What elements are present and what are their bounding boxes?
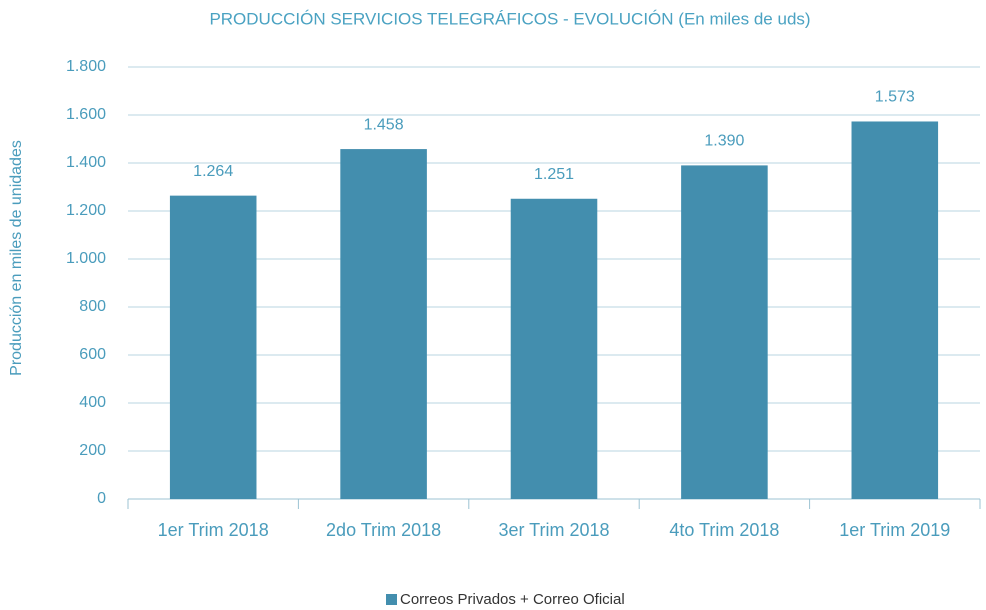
bar (340, 149, 427, 499)
y-tick-label: 400 (79, 394, 106, 411)
y-tick-label: 600 (79, 346, 106, 363)
y-tick-label: 1.000 (66, 250, 106, 267)
chart-title: PRODUCCIÓN SERVICIOS TELEGRÁFICOS - EVOL… (209, 9, 810, 28)
y-tick-label: 800 (79, 298, 106, 315)
y-tick-label: 1.600 (66, 106, 106, 123)
x-tick-label: 4to Trim 2018 (669, 520, 779, 540)
x-tick-label: 2do Trim 2018 (326, 520, 441, 540)
y-tick-label: 1.400 (66, 154, 106, 171)
data-label: 1.390 (704, 133, 744, 150)
data-label: 1.573 (875, 89, 915, 106)
y-tick-label: 0 (97, 490, 106, 507)
data-label: 1.251 (534, 166, 574, 183)
bar (681, 165, 768, 499)
y-tick-label: 1.200 (66, 202, 106, 219)
data-label: 1.264 (193, 163, 233, 180)
y-tick-label: 1.800 (66, 58, 106, 75)
bar (510, 198, 598, 499)
y-axis-label: Producción en miles de unidades (8, 140, 25, 376)
data-label: 1.458 (364, 116, 404, 133)
bar (169, 195, 257, 499)
bar (851, 121, 939, 499)
x-tick-label: 3er Trim 2018 (498, 520, 609, 540)
legend-swatch (386, 594, 397, 605)
x-tick-label: 1er Trim 2018 (158, 520, 269, 540)
y-tick-label: 200 (79, 442, 106, 459)
legend-label: Correos Privados + Correo Oficial (400, 591, 625, 608)
x-tick-label: 1er Trim 2019 (839, 520, 950, 540)
